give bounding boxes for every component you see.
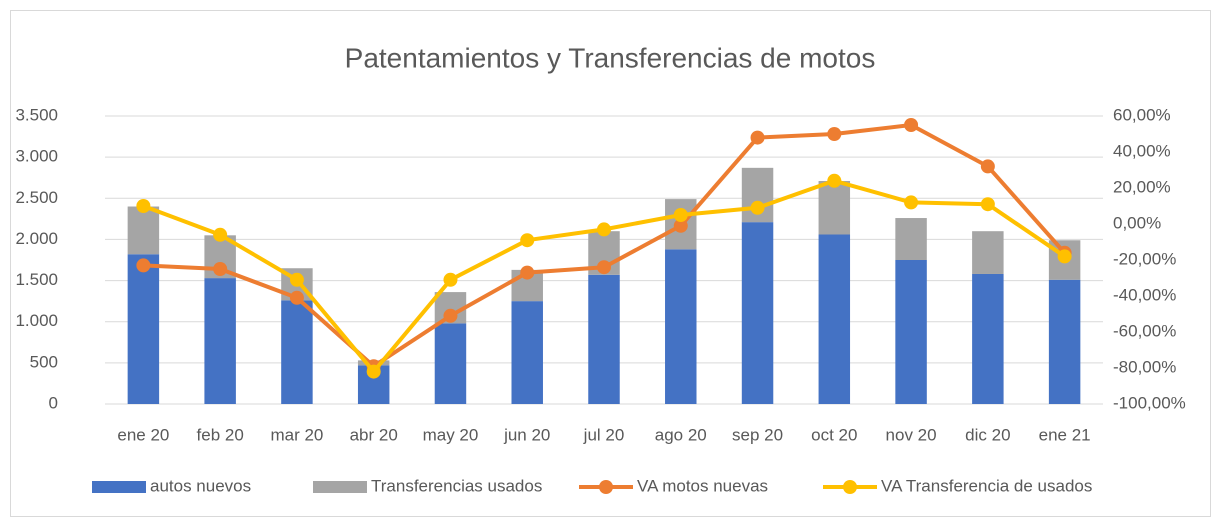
line-marker xyxy=(136,199,151,213)
legend-swatch xyxy=(313,481,367,493)
line-marker xyxy=(673,208,688,222)
line-marker xyxy=(827,173,842,188)
bar xyxy=(972,231,1004,274)
line-marker xyxy=(980,197,995,212)
y2-tick-label: 0,00% xyxy=(1113,213,1161,232)
legend-label: VA motos nuevas xyxy=(637,476,768,495)
x-tick-label: may 20 xyxy=(423,425,479,444)
line-marker xyxy=(289,272,304,287)
bar xyxy=(818,181,851,235)
y2-tick-label: -40,00% xyxy=(1113,285,1176,304)
y-tick-label: 2.500 xyxy=(15,188,58,207)
legend-swatch xyxy=(92,481,146,493)
legend-marker xyxy=(599,480,613,494)
line-marker xyxy=(750,130,765,145)
line-marker xyxy=(366,364,381,379)
line-marker xyxy=(904,195,919,210)
y-tick-label: 500 xyxy=(30,352,58,371)
x-tick-label: dic 20 xyxy=(965,425,1010,444)
legend-marker xyxy=(843,480,857,494)
y2-tick-label: -80,00% xyxy=(1113,357,1176,376)
line-marker xyxy=(904,118,919,132)
bar xyxy=(972,273,1004,404)
bar xyxy=(588,274,620,404)
line-marker xyxy=(980,159,995,174)
line-marker xyxy=(1057,249,1072,264)
line-marker xyxy=(597,222,611,237)
x-tick-label: abr 20 xyxy=(350,425,398,444)
line-marker xyxy=(289,290,304,305)
legend-label: autos nuevos xyxy=(150,476,251,495)
line-marker xyxy=(827,127,842,141)
line-marker xyxy=(597,260,611,275)
y2-tick-label: 40,00% xyxy=(1113,141,1171,160)
y2-tick-label: 20,00% xyxy=(1113,177,1171,196)
line-marker xyxy=(443,272,458,287)
bar xyxy=(281,300,313,404)
bar xyxy=(895,260,927,404)
line-marker xyxy=(213,227,228,242)
y2-tick-label: -20,00% xyxy=(1113,249,1176,268)
line-marker xyxy=(520,265,535,280)
x-tick-label: oct 20 xyxy=(811,425,857,444)
line-marker xyxy=(520,233,535,248)
y2-tick-label: -100,00% xyxy=(1113,393,1186,412)
bar xyxy=(895,218,927,260)
y2-tick-label: -60,00% xyxy=(1113,321,1176,340)
y-tick-label: 1.500 xyxy=(15,270,58,289)
legend-label: VA Transferencia de usados xyxy=(881,476,1092,495)
x-tick-label: feb 20 xyxy=(197,425,244,444)
legend-label: Transferencias usados xyxy=(371,476,542,495)
y-tick-label: 0 xyxy=(49,393,58,412)
line-marker xyxy=(136,258,151,273)
x-tick-label: ene 20 xyxy=(117,425,169,444)
line-marker xyxy=(673,218,688,233)
x-tick-label: jun 20 xyxy=(503,425,550,444)
x-tick-label: mar 20 xyxy=(270,425,323,444)
x-tick-label: ago 20 xyxy=(655,425,707,444)
y2-tick-label: 60,00% xyxy=(1113,105,1171,124)
bar xyxy=(818,234,851,404)
y-tick-label: 1.000 xyxy=(15,311,58,330)
bar xyxy=(127,206,160,255)
bar xyxy=(204,278,236,404)
bar xyxy=(434,323,467,404)
x-tick-label: nov 20 xyxy=(886,425,937,444)
x-tick-label: ene 21 xyxy=(1039,425,1091,444)
line-marker xyxy=(443,308,458,323)
x-tick-label: sep 20 xyxy=(732,425,783,444)
chart-title: Patentamientos y Transferencias de motos xyxy=(345,42,876,73)
line-marker xyxy=(213,262,228,276)
x-tick-label: jul 20 xyxy=(583,425,625,444)
y-tick-label: 2.000 xyxy=(15,229,58,248)
bar xyxy=(665,249,697,404)
line-marker xyxy=(750,200,765,215)
bar xyxy=(511,301,543,404)
y-tick-label: 3.000 xyxy=(15,147,58,166)
y-tick-label: 3.500 xyxy=(15,105,58,124)
bar xyxy=(1048,279,1081,404)
bar xyxy=(127,254,160,404)
bar xyxy=(741,222,774,404)
